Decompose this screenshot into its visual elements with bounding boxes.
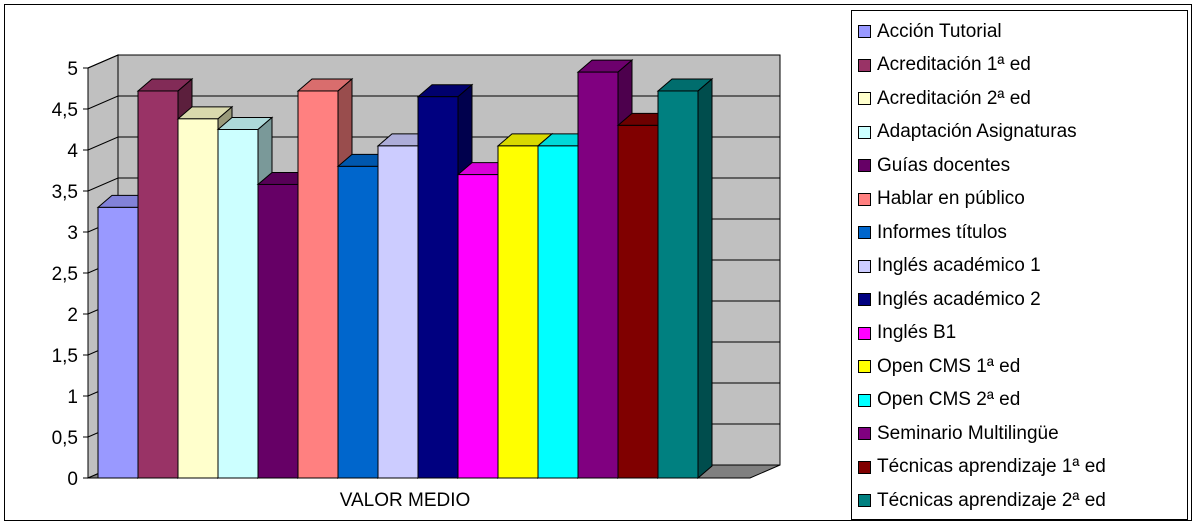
y-tick-label: 2,5 (52, 264, 78, 285)
legend-swatch (858, 58, 871, 72)
legend-item: Acción Tutorial (852, 15, 1187, 49)
y-tick-label: 0 (67, 469, 78, 490)
y-tick-label: 5 (67, 59, 78, 80)
y-tick-label: 3,5 (52, 182, 78, 203)
legend-label: Adaptación Asignaturas (877, 121, 1077, 143)
legend-swatch (858, 159, 871, 173)
legend-swatch (858, 326, 871, 340)
x-category-label: VALOR MEDIO (340, 490, 471, 511)
legend-label: Inglés académico 2 (877, 288, 1041, 310)
legend-label: Open CMS 2ª ed (877, 389, 1021, 411)
legend-item: Open CMS 1ª ed (852, 350, 1187, 384)
y-tick-label: 4,5 (52, 100, 78, 121)
legend-swatch (858, 92, 871, 106)
legend-swatch (858, 460, 871, 474)
legend-label: Open CMS 1ª ed (877, 355, 1021, 377)
legend-label: Técnicas aprendizaje 2ª ed (877, 489, 1106, 511)
legend-item: Adaptación Asignaturas (852, 116, 1187, 150)
legend-item: Acreditación 2ª ed (852, 82, 1187, 116)
legend-label: Seminario Multilingüe (877, 422, 1059, 444)
legend-swatch (858, 494, 871, 508)
legend-label: Acreditación 2ª ed (877, 87, 1031, 109)
legend-item: Hablar en público (852, 183, 1187, 217)
legend-item: Guías docentes (852, 149, 1187, 183)
legend-swatch (858, 293, 871, 307)
legend-label: Acreditación 1ª ed (877, 54, 1031, 76)
y-tick-label: 3 (67, 223, 78, 244)
bar-chart: 0 0,5 1 1,5 2 2,5 3 3,5 4 4,5 5 VALOR MEDIO (52, 54, 781, 511)
legend-swatch (858, 192, 871, 206)
legend-item: Open CMS 2ª ed (852, 384, 1187, 418)
legend-label: Inglés B1 (877, 322, 957, 344)
legend-item: Acreditación 1ª ed (852, 49, 1187, 83)
legend-swatch (858, 427, 871, 441)
legend-swatch (858, 226, 871, 240)
legend-swatch (858, 25, 871, 39)
legend-swatch (858, 125, 871, 139)
legend-item: Técnicas aprendizaje 1ª ed (852, 451, 1187, 485)
legend-label: Técnicas aprendizaje 1ª ed (877, 456, 1106, 478)
legend-item: Informes títulos (852, 216, 1187, 250)
bar (656, 77, 714, 480)
y-tick-label: 0,5 (52, 428, 78, 449)
y-tick-label: 1,5 (52, 346, 78, 367)
legend-item: Técnicas aprendizaje 2ª ed (852, 484, 1187, 518)
y-tick-label: 2 (67, 305, 78, 326)
legend-label: Acción Tutorial (877, 20, 1002, 42)
chart-legend: Acción Tutorial Acreditación 1ª ed Acredit… (851, 10, 1188, 520)
legend-label: Inglés académico 1 (877, 255, 1041, 277)
legend-label: Guías docentes (877, 154, 1011, 176)
legend-item: Inglés B1 (852, 317, 1187, 351)
legend-label: Hablar en público (877, 188, 1025, 210)
gridline (87, 95, 780, 110)
gridline (87, 54, 780, 69)
legend-item: Inglés académico 1 (852, 250, 1187, 284)
legend-swatch (858, 393, 871, 407)
legend-swatch (858, 259, 871, 273)
y-tick-label: 4 (67, 141, 78, 162)
legend-swatch (858, 360, 871, 374)
legend-item: Inglés académico 2 (852, 283, 1187, 317)
legend-item: Seminario Multilingüe (852, 417, 1187, 451)
legend-label: Informes títulos (877, 221, 1007, 243)
y-tick-label: 1 (67, 387, 78, 408)
